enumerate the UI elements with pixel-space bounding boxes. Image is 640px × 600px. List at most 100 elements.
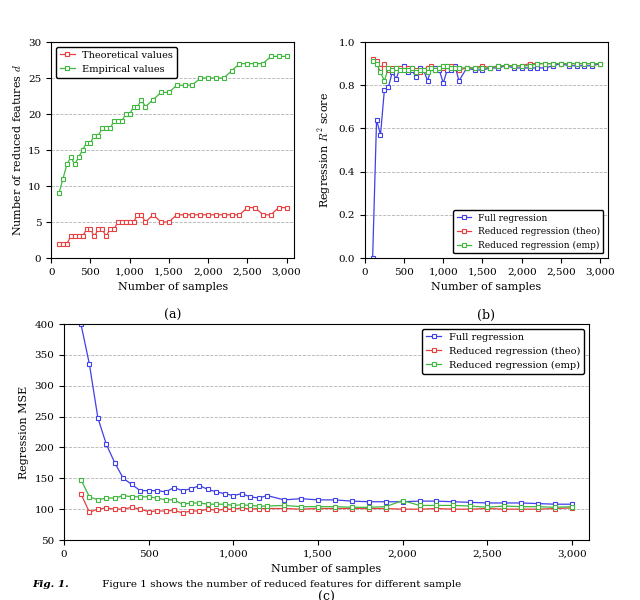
Reduced regression (emp) [433,502,440,509]
Reduced regression (emp) [588,60,596,67]
Reduced regression (theo) [415,506,423,513]
Line: Full regression: Full regression [79,322,574,506]
Reduced regression (emp) [399,497,406,504]
Full regression [549,62,557,70]
Full regression [221,490,228,497]
Reduced regression (theo) [255,505,262,512]
Full regression [179,487,186,494]
Empirical values [134,103,141,110]
Reduced regression (emp) [382,503,390,510]
Full regression [433,497,440,505]
Theoretical values [267,211,275,218]
Reduced regression (emp) [246,502,254,509]
Reduced regression (theo) [596,60,604,67]
Empirical values [149,96,157,103]
Empirical values [180,82,188,89]
Reduced regression (emp) [455,64,463,71]
Empirical values [259,60,267,67]
Theoretical values [228,211,236,218]
Reduced regression (theo) [204,506,212,513]
Full regression [136,487,144,494]
Reduced regression (theo) [479,62,486,70]
Empirical values [55,190,63,197]
Reduced regression (emp) [502,62,510,70]
Empirical values [114,118,122,125]
Theoretical values [134,211,141,218]
Reduced regression (theo) [486,64,494,71]
Reduced regression (theo) [392,64,400,71]
Reduced regression (emp) [447,64,455,71]
Empirical values [165,89,173,96]
Full regression [255,494,262,502]
Reduced regression (theo) [447,62,455,70]
Theoretical values [196,211,204,218]
Reduced regression (theo) [280,505,288,512]
Full regression [382,498,390,505]
Theoretical values [118,218,125,226]
Empirical values [228,67,236,74]
Reduced regression (emp) [396,67,404,74]
Reduced regression (theo) [382,505,390,512]
Reduced regression (theo) [416,68,424,76]
Theoretical values [204,211,212,218]
Full regression [502,62,510,70]
Y-axis label: Regression MSE: Regression MSE [19,385,29,479]
Empirical values [86,139,94,146]
Reduced regression (theo) [502,62,510,70]
Reduced regression (theo) [388,64,396,71]
Reduced regression (emp) [86,493,93,500]
Theoretical values [83,226,90,233]
Text: Figure 1 shows the number of reduced features for different sample: Figure 1 shows the number of reduced fea… [99,580,461,589]
Full regression [435,67,443,74]
Empirical values [122,110,129,118]
Full regression [128,481,136,488]
Reduced regression (theo) [451,64,459,71]
Reduced regression (theo) [467,506,474,513]
Line: Theoretical values: Theoretical values [56,205,289,246]
Reduced regression (emp) [136,493,144,500]
Reduced regression (emp) [111,494,118,502]
Empirical values [75,154,83,161]
Empirical values [283,53,291,60]
Reduced regression (theo) [396,64,404,71]
Full regression [396,64,404,71]
Empirical values [63,161,71,168]
Reduced regression (emp) [255,502,262,509]
Reduced regression (theo) [444,62,451,70]
Empirical values [236,60,243,67]
Theoretical values [102,233,110,240]
Reduced regression (emp) [494,62,502,70]
Reduced regression (emp) [435,64,443,71]
Text: (b): (b) [477,309,495,322]
Full regression [77,320,84,328]
Empirical values [95,132,102,139]
Full regression [404,68,412,76]
Text: (a): (a) [164,309,182,322]
Theoretical values [173,211,180,218]
Theoretical values [86,226,94,233]
X-axis label: Number of samples: Number of samples [431,282,541,292]
Reduced regression (theo) [565,60,573,67]
Full regression [280,496,288,503]
Reduced regression (emp) [551,503,559,511]
Full regression [568,500,576,508]
Full regression [102,441,110,448]
Full regression [153,487,161,494]
Reduced regression (theo) [365,505,372,512]
Reduced regression (emp) [196,499,204,506]
Full regression [331,496,339,503]
Theoretical values [63,240,71,247]
Full regression [424,77,431,85]
Reduced regression (theo) [400,67,408,74]
Reduced regression (emp) [162,496,170,503]
Full regression [170,484,178,491]
Reduced regression (theo) [381,60,388,67]
Full regression [238,490,246,497]
Full regression [145,487,152,494]
Theoretical values [110,226,118,233]
Theoretical values [59,240,67,247]
Empirical values [102,125,110,132]
Reduced regression (theo) [179,509,186,517]
Line: Full regression: Full regression [370,61,603,260]
Reduced regression (emp) [297,503,305,510]
